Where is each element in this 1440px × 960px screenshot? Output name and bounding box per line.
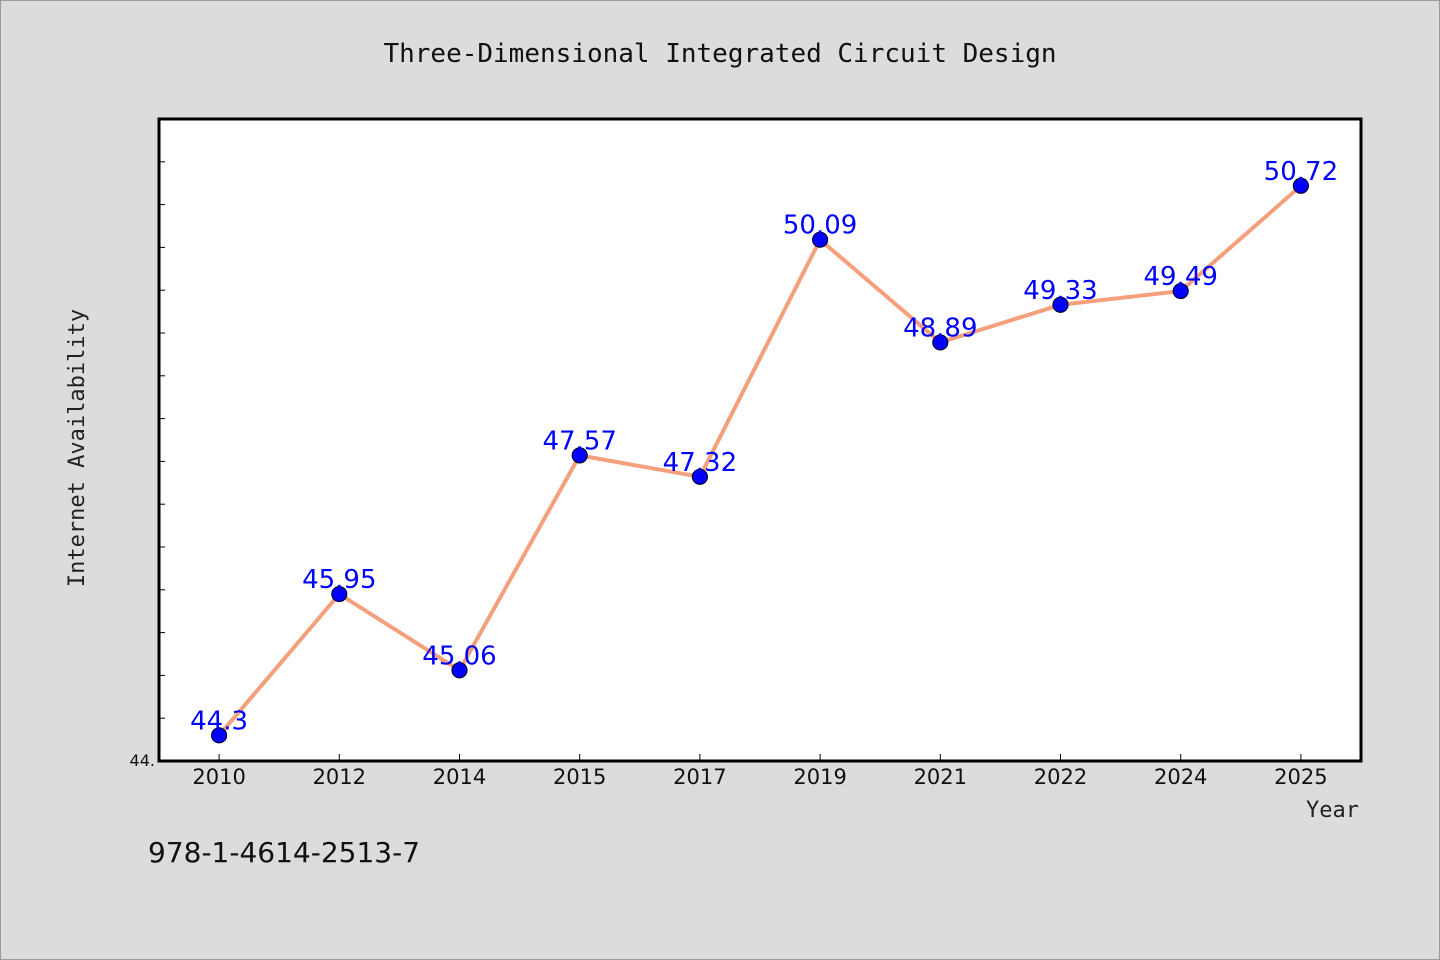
data-point: [811, 231, 829, 248]
data-label: 45.95: [302, 565, 376, 595]
data-label: 47.32: [663, 448, 737, 478]
chart-title: Three-Dimensional Integrated Circuit Des…: [383, 39, 1056, 69]
data-point: [1292, 177, 1310, 194]
data-point: [571, 447, 588, 464]
x-tick-label: 2010: [192, 765, 245, 789]
data-label: 49.33: [1023, 276, 1097, 306]
data-point: [211, 727, 228, 744]
x-axis-ticks: 2010 2012 2014 2015 2017 2019 2021 2022 2024 2025: [192, 754, 1328, 789]
data-label: 47.57: [542, 426, 616, 456]
plot-frame: [157, 117, 1363, 763]
x-axis-label: Year: [1306, 798, 1359, 823]
x-tick-label: 2012: [313, 765, 366, 789]
x-tick-label: 2022: [1034, 765, 1087, 789]
data-label: 50.09: [783, 211, 857, 241]
data-label: 49.49: [1143, 262, 1217, 292]
data-label: 45.06: [422, 641, 496, 671]
x-tick-label: 2024: [1154, 765, 1207, 789]
x-tick-label: 2015: [553, 765, 606, 789]
plot-area: [159, 119, 1361, 761]
x-tick-label: 2017: [673, 765, 726, 789]
series-layer: 44.3 45.95 45.06 47.57 47.32 50.09 48.89 49.33 4…: [190, 157, 1338, 744]
data-label: 48.89: [903, 313, 977, 343]
isbn-label: 978-1-4614-2513-7: [148, 836, 420, 869]
x-tick-label: 2025: [1274, 765, 1327, 789]
series-line: [217, 183, 1303, 738]
x-tick-label: 2019: [793, 765, 846, 789]
data-point: [1172, 282, 1189, 300]
data-point: [932, 334, 949, 351]
data-label: 50.72: [1264, 157, 1338, 187]
data-point: [1052, 296, 1069, 313]
x-tick-label: 2021: [914, 765, 967, 789]
x-tick-label: 2014: [433, 765, 486, 789]
data-label: 44.3: [190, 706, 248, 736]
y-axis-label: Internet Availability: [65, 309, 90, 587]
data-point: [331, 585, 348, 603]
data-point: [451, 662, 468, 679]
y-tick-label: 44.: [130, 751, 155, 770]
data-point: [691, 468, 709, 485]
